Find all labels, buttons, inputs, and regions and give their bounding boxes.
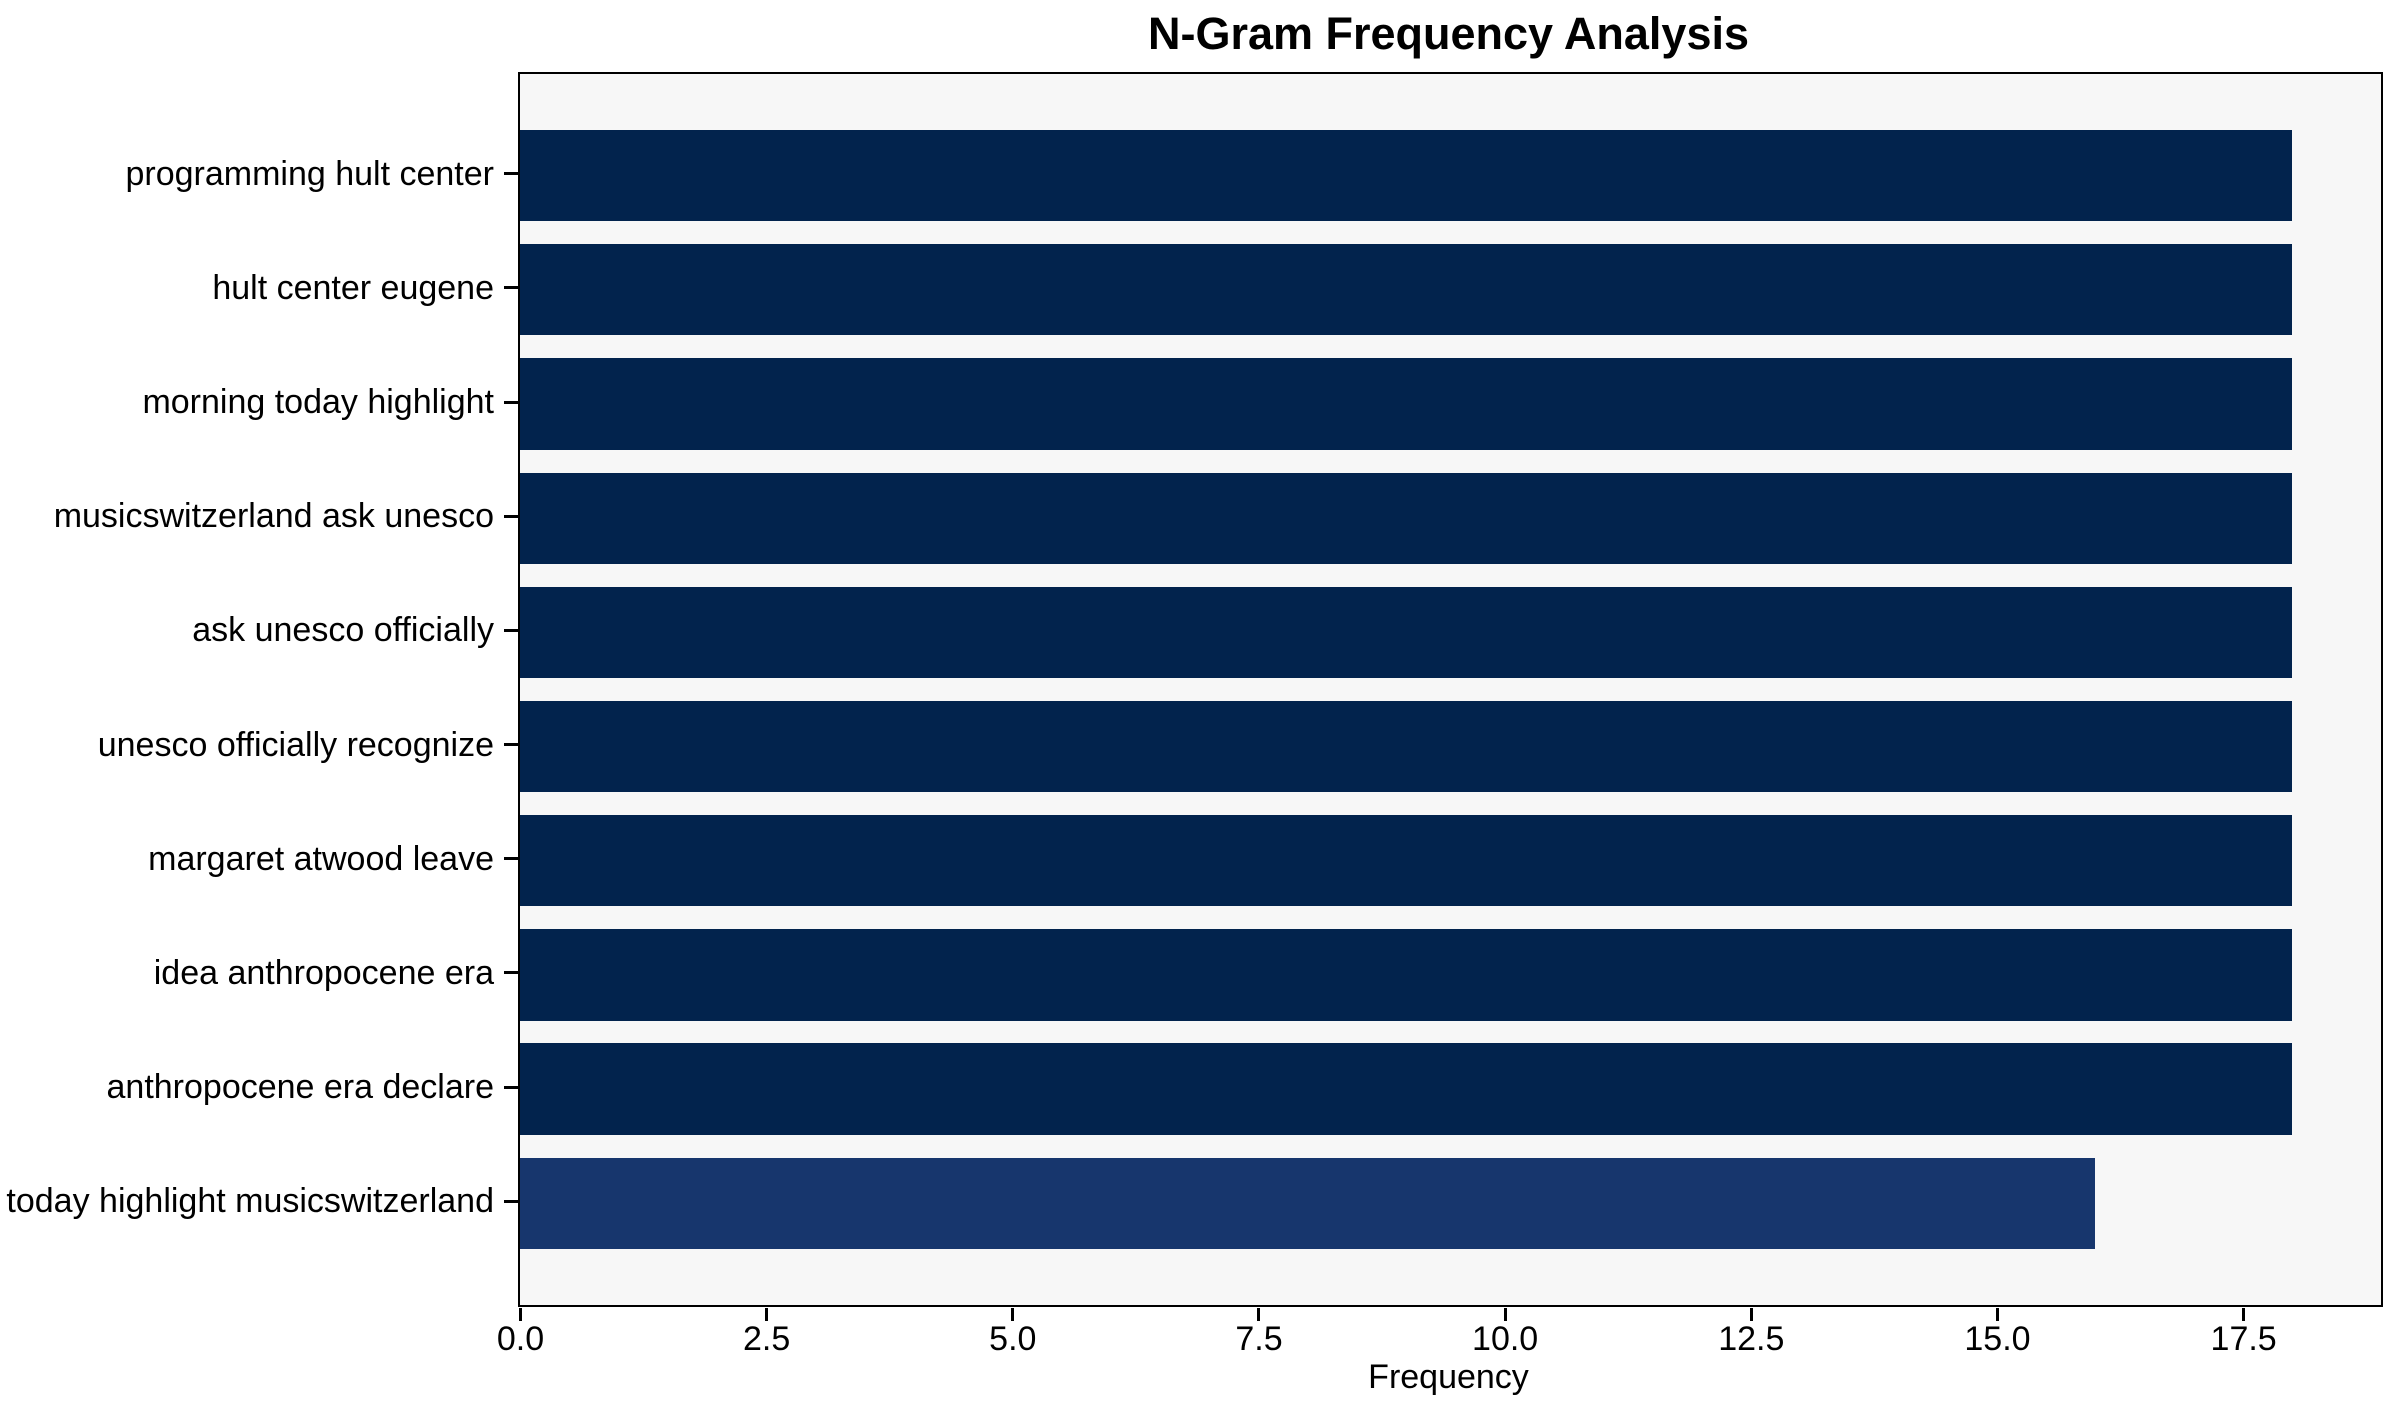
bar-unesco-officially-recognize	[520, 700, 2293, 793]
y-tick-mark	[504, 1085, 518, 1089]
x-tick-mark	[1257, 1308, 1261, 1321]
x-tick-mark	[1749, 1308, 1753, 1321]
bar-idea-anthropocene-era	[520, 929, 2293, 1021]
x-tick-label: 2.5	[743, 1320, 791, 1358]
y-tick-mark	[504, 628, 518, 632]
bar-today-highlight-musicswitzerland	[520, 1157, 2096, 1250]
x-tick-mark	[519, 1308, 522, 1321]
x-tick-mark	[1995, 1308, 1999, 1321]
x-tick-mark	[2242, 1308, 2246, 1321]
x-tick-label: 0.0	[496, 1320, 545, 1358]
y-tick-mark	[504, 857, 518, 861]
bar-programming-hult-center	[520, 129, 2293, 222]
x-tick-mark	[1011, 1308, 1015, 1321]
x-tick-label: 10.0	[1472, 1320, 1539, 1358]
bar-morning-today-highlight	[520, 358, 2293, 450]
x-tick-mark	[1503, 1308, 1507, 1321]
y-tick-label: unesco officially recognize	[97, 725, 494, 764]
bar-anthropocene-era-declare	[520, 1043, 2293, 1135]
x-tick-label: 7.5	[1235, 1320, 1283, 1358]
y-tick-mark	[504, 400, 518, 404]
x-tick-label: 5.0	[989, 1320, 1037, 1358]
y-tick-label: hult center eugene	[212, 268, 494, 307]
y-tick-mark	[504, 1199, 518, 1203]
bar-ask-unesco-officially	[520, 586, 2293, 679]
y-tick-mark	[504, 971, 518, 975]
y-tick-label: musicswitzerland ask unesco	[53, 497, 494, 536]
y-tick-mark	[504, 172, 518, 176]
y-tick-label: ask unesco officially	[192, 611, 494, 650]
y-tick-label: programming hult center	[125, 154, 494, 193]
y-tick-mark	[504, 514, 518, 518]
y-tick-label: idea anthropocene era	[153, 953, 494, 992]
y-tick-label: margaret atwood leave	[148, 839, 494, 878]
x-tick-label: 15.0	[1964, 1320, 2031, 1358]
x-tick-label: 12.5	[1718, 1320, 1785, 1358]
x-tick-label: 17.5	[2210, 1320, 2277, 1358]
bar-margaret-atwood-leave	[520, 815, 2293, 907]
bar-hult-center-eugene	[520, 244, 2293, 336]
y-tick-label: today highlight musicswitzerland	[6, 1182, 494, 1221]
bar-musicswitzerland-ask-unesco	[520, 472, 2293, 564]
y-tick-mark	[504, 286, 518, 290]
plot-area	[518, 72, 2383, 1307]
y-tick-label: anthropocene era declare	[106, 1068, 495, 1107]
y-tick-mark	[504, 743, 518, 747]
chart-title: N-Gram Frequency Analysis	[1147, 8, 1750, 59]
x-axis-title: Frequency	[1368, 1358, 1529, 1396]
y-tick-label: morning today highlight	[142, 383, 494, 422]
x-tick-mark	[765, 1308, 769, 1321]
